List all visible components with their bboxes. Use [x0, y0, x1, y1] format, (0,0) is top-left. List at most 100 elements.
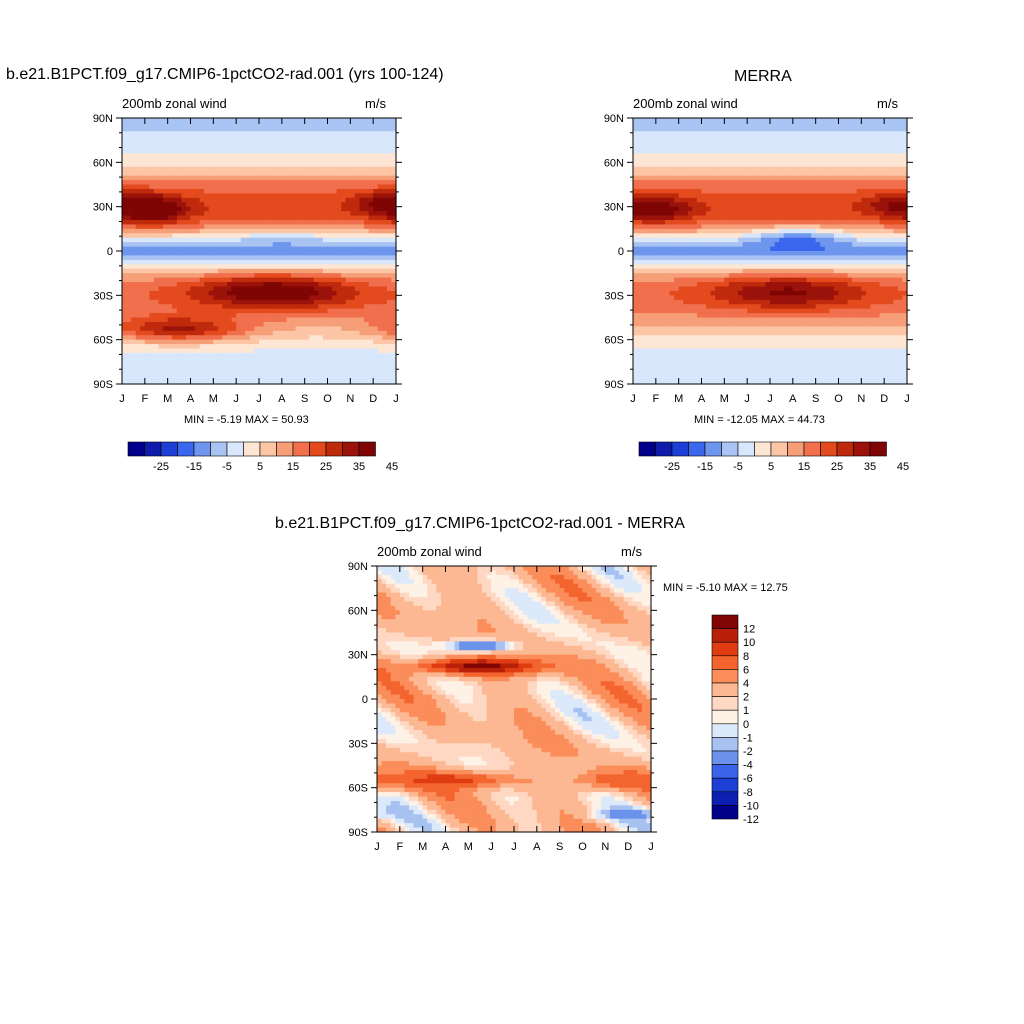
field-cell — [313, 348, 319, 354]
field-cell — [364, 317, 370, 323]
field-cell — [172, 308, 178, 314]
field-cell — [153, 259, 160, 265]
field-cell — [715, 295, 721, 301]
field-cell — [701, 348, 707, 354]
field-cell — [140, 313, 146, 319]
field-cell — [683, 366, 689, 372]
field-cell — [222, 246, 228, 252]
field-cell — [236, 344, 242, 350]
field-cell — [240, 299, 246, 305]
field-cell — [240, 277, 246, 283]
field-cell — [719, 175, 725, 181]
field-cell — [286, 357, 292, 363]
field-cell — [204, 370, 210, 376]
field-cell — [377, 286, 383, 292]
field-cell — [674, 246, 680, 252]
field-cell — [185, 122, 192, 128]
x-tick-label: N — [346, 393, 354, 405]
field-cell — [637, 304, 643, 310]
field-cell — [327, 188, 333, 194]
field-cell — [322, 375, 329, 381]
field-cell — [153, 317, 160, 323]
field-cell — [254, 357, 260, 363]
field-cell — [706, 118, 712, 124]
field-cell — [249, 246, 256, 252]
field-cell — [122, 175, 128, 181]
field-cell — [642, 166, 648, 172]
field-cell — [259, 242, 265, 248]
field-cell — [213, 335, 219, 341]
field-cell — [332, 206, 338, 212]
field-cell — [341, 290, 347, 296]
field-cell — [163, 273, 169, 279]
field-cell — [687, 375, 693, 381]
obs-panel-field-label: 200mb zonal wind — [633, 96, 738, 111]
field-cell — [359, 184, 365, 190]
field-cell — [213, 228, 219, 234]
field-cell — [217, 211, 224, 217]
field-cell — [633, 255, 639, 261]
field-cell — [373, 357, 379, 363]
field-cell — [642, 335, 648, 341]
field-cell — [660, 295, 666, 301]
field-cell — [277, 273, 283, 279]
field-cell — [181, 180, 187, 186]
field-cell — [664, 180, 671, 186]
field-cell — [227, 361, 233, 367]
field-cell — [131, 246, 137, 252]
field-cell — [674, 140, 680, 146]
field-cell — [715, 352, 721, 358]
field-cell — [163, 335, 169, 341]
field-cell — [318, 118, 324, 124]
field-cell — [208, 197, 214, 203]
field-cell — [231, 188, 237, 194]
field-cell — [213, 286, 219, 292]
field-cell — [259, 317, 265, 323]
field-cell — [208, 335, 214, 341]
field-cell — [354, 264, 361, 270]
field-cell — [322, 339, 329, 345]
field-cell — [706, 206, 712, 212]
field-cell — [646, 228, 652, 234]
field-cell — [724, 118, 730, 124]
field-cell — [254, 370, 260, 376]
field-cell — [126, 304, 132, 310]
field-cell — [359, 259, 365, 265]
field-cell — [290, 352, 297, 358]
field-cell — [633, 211, 639, 217]
field-cell — [322, 122, 329, 128]
field-cell — [281, 140, 287, 146]
field-cell — [327, 259, 333, 265]
field-cell — [227, 344, 233, 350]
field-cell — [706, 282, 712, 288]
field-cell — [268, 122, 274, 128]
field-cell — [336, 197, 342, 203]
field-cell — [300, 290, 306, 296]
field-cell — [231, 317, 237, 323]
field-cell — [199, 180, 205, 186]
field-cell — [386, 330, 393, 336]
field-cell — [295, 219, 301, 225]
field-cell — [227, 206, 233, 212]
field-cell — [710, 206, 716, 212]
field-cell — [195, 304, 201, 310]
field-cell — [391, 344, 397, 350]
field-cell — [222, 286, 228, 292]
field-cell — [190, 344, 196, 350]
field-cell — [217, 149, 224, 155]
field-cell — [149, 282, 155, 288]
field-cell — [172, 118, 178, 124]
field-cell — [140, 268, 146, 274]
field-cell — [660, 118, 666, 124]
field-cell — [637, 379, 643, 385]
field-cell — [345, 326, 351, 332]
field-cell — [674, 219, 680, 225]
field-cell — [167, 251, 173, 257]
field-cell — [696, 246, 703, 252]
field-cell — [642, 246, 648, 252]
field-cell — [655, 140, 661, 146]
field-cell — [181, 321, 187, 327]
field-cell — [144, 282, 150, 288]
field-cell — [259, 197, 265, 203]
field-cell — [153, 131, 160, 137]
